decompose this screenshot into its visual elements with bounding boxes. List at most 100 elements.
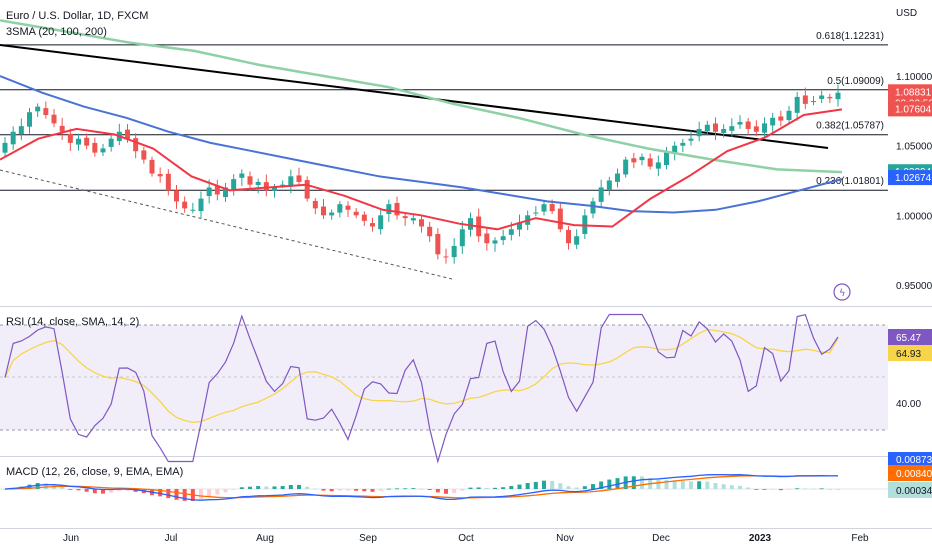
candle-body[interactable] [174, 190, 179, 202]
candle-body[interactable] [427, 226, 433, 237]
candle-body[interactable] [157, 174, 163, 177]
candle-body[interactable] [231, 179, 237, 190]
candle-body[interactable] [165, 173, 171, 191]
candle-body[interactable] [549, 204, 555, 212]
candle-body[interactable] [370, 223, 375, 227]
candle-body[interactable] [598, 187, 604, 202]
candle-body[interactable] [500, 236, 506, 241]
candle-body[interactable] [361, 214, 367, 221]
candle-body[interactable] [492, 240, 498, 244]
candle-body[interactable] [247, 176, 253, 185]
candle-body[interactable] [43, 108, 49, 116]
candle-body[interactable] [108, 138, 114, 147]
candle-body[interactable] [18, 126, 24, 135]
candle-body[interactable] [92, 142, 98, 153]
candle-body[interactable] [419, 219, 424, 227]
candle-body[interactable] [541, 204, 547, 212]
candle-body[interactable] [198, 198, 204, 212]
candle-body[interactable] [35, 106, 41, 112]
candle-body[interactable] [786, 110, 792, 120]
candle-body[interactable] [696, 128, 702, 137]
candle-body[interactable] [680, 142, 686, 146]
rsi-pane[interactable]: RSI (14, close, SMA, 14, 2) 40.00 65.47 … [0, 313, 932, 464]
candle-body[interactable] [770, 117, 776, 126]
candle-body[interactable] [631, 158, 637, 163]
candle-body[interactable] [745, 121, 751, 129]
candle-body[interactable] [272, 187, 277, 191]
candle-body[interactable] [337, 204, 343, 213]
candle-body[interactable] [321, 206, 326, 216]
candle-body[interactable] [606, 180, 612, 190]
lightning-icon[interactable] [833, 283, 851, 301]
candle-body[interactable] [737, 121, 743, 125]
candle-body[interactable] [239, 173, 245, 178]
candle-body[interactable] [615, 173, 620, 182]
candle-body[interactable] [190, 209, 196, 211]
candle-body[interactable] [67, 133, 73, 143]
candle-body[interactable] [827, 96, 833, 99]
candle-body[interactable] [100, 148, 106, 153]
candle-body[interactable] [557, 208, 563, 230]
candle-body[interactable] [443, 256, 449, 258]
candle-body[interactable] [802, 95, 808, 104]
candle-body[interactable] [533, 212, 539, 214]
price-axis[interactable]: USD 1.10000 1.05000 1.00000 0.95000 1.08831… [888, 0, 932, 530]
candle-body[interactable] [345, 205, 351, 210]
candle-body[interactable] [223, 187, 228, 198]
candle-body[interactable] [590, 201, 596, 214]
candle-body[interactable] [378, 215, 384, 230]
candle-body[interactable] [353, 211, 359, 216]
candle-body[interactable] [468, 218, 473, 230]
candle-body[interactable] [484, 233, 490, 244]
candle-body[interactable] [10, 131, 16, 145]
candle-body[interactable] [386, 204, 392, 215]
candle-body[interactable] [451, 245, 457, 258]
candle-body[interactable] [778, 116, 784, 121]
candle-body[interactable] [729, 126, 735, 131]
candle-body[interactable] [304, 180, 310, 199]
candle-body[interactable] [459, 229, 465, 247]
candle-body[interactable] [721, 128, 727, 133]
resistance-trendline[interactable] [0, 44, 829, 149]
candle-body[interactable] [713, 123, 718, 132]
candle-body[interactable] [623, 159, 629, 175]
candle-body[interactable] [280, 184, 286, 186]
candle-body[interactable] [141, 150, 147, 160]
candle-body[interactable] [59, 125, 65, 132]
candle-body[interactable] [639, 156, 645, 161]
candle-body[interactable] [76, 138, 81, 145]
candle-body[interactable] [402, 216, 408, 219]
candle-body[interactable] [410, 218, 416, 221]
candle-body[interactable] [27, 112, 32, 127]
candle-body[interactable] [133, 138, 139, 152]
candle-body[interactable] [182, 201, 188, 209]
candle-body[interactable] [517, 222, 522, 230]
candle-body[interactable] [672, 145, 678, 154]
candle-body[interactable] [794, 96, 800, 113]
candle-body[interactable] [647, 158, 653, 167]
candle-body[interactable] [664, 152, 669, 166]
candle-body[interactable] [263, 182, 269, 191]
candle-body[interactable] [329, 212, 335, 216]
candle-body[interactable] [312, 200, 318, 209]
candle-body[interactable] [811, 101, 816, 103]
time-axis[interactable]: Jun Jul Aug Sep Oct Nov Dec 2023 Feb [0, 528, 932, 545]
candle-body[interactable] [704, 124, 710, 132]
candle-body[interactable] [84, 137, 90, 146]
candle-body[interactable] [566, 229, 571, 244]
candle-body[interactable] [206, 187, 212, 197]
candle-body[interactable] [149, 159, 155, 174]
candle-body[interactable] [819, 95, 825, 99]
candle-body[interactable] [574, 236, 580, 245]
candle-body[interactable] [435, 233, 441, 255]
candle-body[interactable] [2, 142, 8, 153]
candle-body[interactable] [255, 181, 261, 186]
candle-body[interactable] [655, 162, 661, 169]
candle-body[interactable] [288, 176, 294, 187]
candle-body[interactable] [394, 202, 400, 216]
candle-body[interactable] [296, 175, 302, 182]
candle-body[interactable] [508, 229, 514, 235]
candle-body[interactable] [762, 123, 767, 133]
candle-body[interactable] [51, 114, 57, 124]
